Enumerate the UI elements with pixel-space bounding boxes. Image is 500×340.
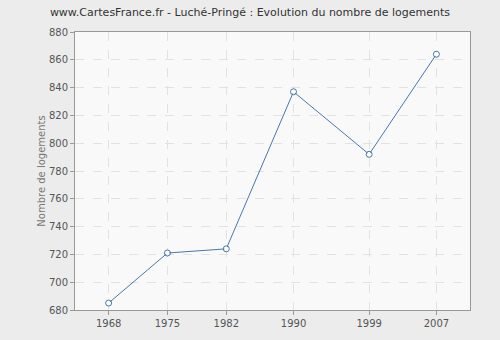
- svg-text:720: 720: [49, 249, 68, 260]
- svg-text:www.CartesFrance.fr - Luché-Pr: www.CartesFrance.fr - Luché-Pringé : Evo…: [50, 6, 450, 19]
- svg-text:1999: 1999: [356, 318, 381, 329]
- svg-text:860: 860: [49, 54, 68, 65]
- svg-text:820: 820: [49, 110, 68, 121]
- svg-text:740: 740: [49, 221, 68, 232]
- svg-text:840: 840: [49, 82, 68, 93]
- svg-text:1982: 1982: [214, 318, 239, 329]
- svg-text:760: 760: [49, 193, 68, 204]
- svg-text:800: 800: [49, 138, 68, 149]
- svg-text:880: 880: [49, 27, 68, 38]
- svg-text:680: 680: [49, 305, 68, 316]
- svg-text:700: 700: [49, 277, 68, 288]
- svg-text:780: 780: [49, 166, 68, 177]
- svg-text:1975: 1975: [155, 318, 180, 329]
- svg-text:1990: 1990: [281, 318, 306, 329]
- svg-text:1968: 1968: [96, 318, 121, 329]
- svg-text:2007: 2007: [424, 318, 449, 329]
- svg-text:Nombre de logements: Nombre de logements: [36, 115, 47, 226]
